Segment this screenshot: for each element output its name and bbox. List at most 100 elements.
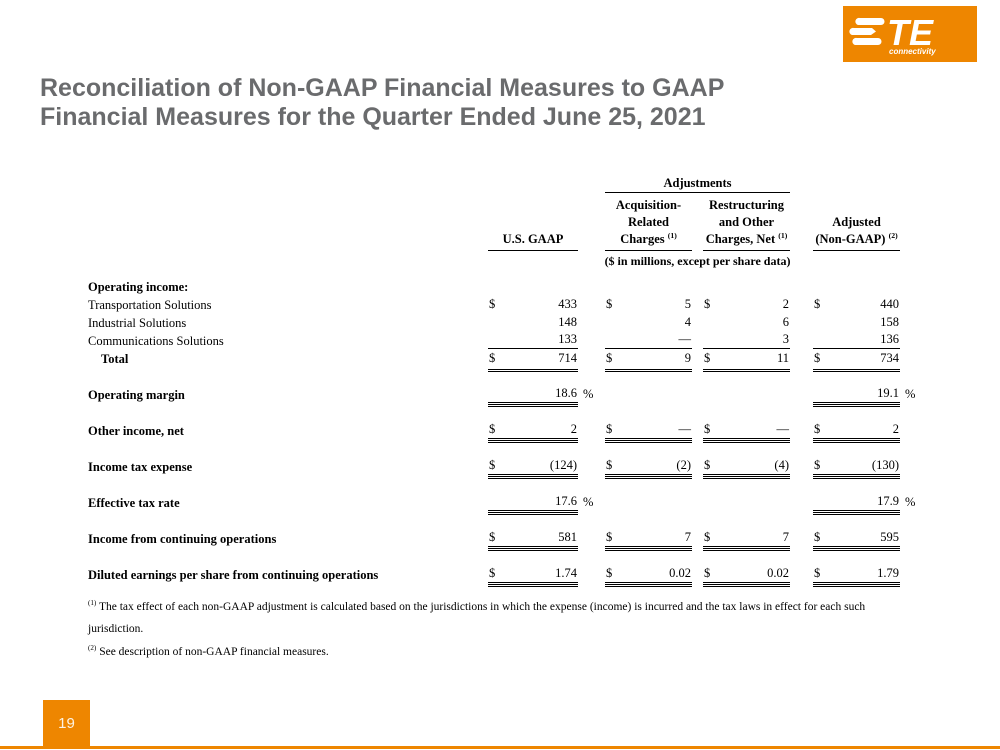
table-row: Effective tax rate 17.6% 17.9% (88, 493, 918, 515)
currency-symbol: $ (704, 351, 711, 365)
currency-symbol: $ (489, 297, 496, 311)
cell-value: (130) (871, 458, 899, 472)
row-label: Income from continuing operations (88, 532, 277, 546)
currency-symbol: $ (704, 297, 711, 311)
row-label: Operating income: (88, 280, 189, 294)
value-cell: $1.79 (813, 566, 900, 587)
page-title-line2: Financial Measures for the Quarter Ended… (40, 103, 706, 131)
cell-value: 7 (782, 530, 789, 544)
column-header-restructuring-charges: Restructuring and Other Charges, Net (1) (703, 197, 790, 251)
cell-value: 7 (684, 530, 691, 544)
value-cell: $ — (605, 422, 692, 443)
footnote-ref-1: (1) (778, 230, 788, 240)
cell-value: 19.1 (877, 386, 899, 400)
value-cell: $433 (488, 297, 578, 313)
value-cell: $9 (605, 351, 692, 372)
value-cell: 133 (488, 332, 578, 349)
value-cell: — (605, 332, 692, 349)
row-label: Income tax expense (88, 460, 193, 474)
table-row: Transportation Solutions $433 $5 $2 $440 (88, 295, 918, 313)
row-label: Diluted earnings per share from continui… (88, 568, 379, 582)
value-cell: 6 (703, 315, 790, 331)
footnote-2-text: See description of non-GAAP financial me… (99, 646, 329, 658)
value-cell: $ (4) (703, 458, 790, 479)
percent-sign: % (583, 387, 594, 401)
currency-symbol: $ (814, 297, 821, 311)
cell-value: 5 (684, 297, 691, 311)
page-number: 19 (58, 715, 75, 732)
table-row: Other income, net $2 $ — $ — $2 (88, 421, 918, 443)
cell-value: 17.9 (877, 494, 899, 508)
adjustments-group-header: Adjustments (605, 176, 790, 193)
table-body: Operating income: Transportation Solution… (88, 277, 918, 587)
te-logo-icon: TE connectivity (843, 6, 977, 62)
column-header-acquisition-charges: Acquisition- Related Charges (1) (605, 197, 692, 251)
reconciliation-table: Adjustments U.S. GAAP Acquisition- Relat… (88, 176, 918, 587)
cell-value: (4) (774, 458, 789, 472)
currency-symbol: $ (814, 422, 821, 436)
table-row: Industrial Solutions 148 4 6 158 (88, 313, 918, 331)
currency-symbol: $ (489, 422, 496, 436)
currency-symbol: $ (489, 530, 496, 544)
currency-symbol: $ (489, 351, 496, 365)
currency-symbol: $ (704, 566, 711, 580)
cell-value: 4 (684, 315, 691, 329)
cell-value: 734 (880, 351, 899, 365)
footnote-2-marker: (2) (88, 644, 97, 653)
value-cell: 136 (813, 332, 900, 349)
value-cell: $440 (813, 297, 900, 313)
currency-symbol: $ (606, 458, 613, 472)
percent-sign: % (583, 495, 594, 509)
table-header-adjustments-row: Adjustments (88, 176, 918, 197)
cell-value: 158 (880, 315, 899, 329)
cell-value: 6 (782, 315, 789, 329)
footnote-1-text: The tax effect of each non-GAAP adjustme… (88, 601, 866, 635)
cell-value: 433 (558, 297, 577, 311)
cell-value: 2 (892, 422, 899, 436)
value-cell: 17.9 (813, 494, 900, 515)
cell-value: 17.6 (555, 494, 577, 508)
currency-symbol: $ (606, 566, 613, 580)
cell-value: 3 (782, 332, 789, 346)
currency-symbol: $ (814, 458, 821, 472)
value-cell: $714 (488, 351, 578, 372)
percent-sign: % (905, 387, 916, 401)
row-label: Other income, net (88, 424, 184, 438)
currency-symbol: $ (489, 566, 496, 580)
cell-value: 0.02 (669, 566, 691, 580)
cell-value: 2 (782, 297, 789, 311)
cell-value: 11 (776, 351, 789, 365)
value-cell: $ (130) (813, 458, 900, 479)
table-units-row: ($ in millions, except per share data) (88, 254, 918, 269)
cell-value: 1.74 (555, 566, 577, 580)
column-header-us-gaap: U.S. GAAP (488, 199, 578, 251)
value-cell: $581 (488, 530, 578, 551)
cell-value: 136 (880, 332, 899, 346)
table-row: Communications Solutions 133 — 3 136 (88, 331, 918, 349)
logo-brand-text: TE (887, 12, 934, 53)
cell-value: (2) (676, 458, 691, 472)
value-cell: 19.1 (813, 386, 900, 407)
value-cell: $2 (813, 422, 900, 443)
value-cell: $0.02 (605, 566, 692, 587)
cell-value: 2 (570, 422, 577, 436)
currency-symbol: $ (814, 566, 821, 580)
table-row: Total $714 $9 $11 $734 (88, 349, 918, 372)
cell-value: 18.6 (555, 386, 577, 400)
value-cell: 4 (605, 315, 692, 331)
page-title-line1: Reconciliation of Non-GAAP Financial Mea… (40, 74, 725, 102)
value-cell: 17.6 (488, 494, 578, 515)
table-header-row: U.S. GAAP Acquisition- Related Charges (… (88, 197, 918, 251)
bottom-accent-bar (0, 746, 1000, 749)
cell-value: 9 (684, 351, 691, 365)
row-label: Operating margin (88, 388, 185, 402)
row-label: Total (101, 352, 129, 366)
currency-symbol: $ (814, 530, 821, 544)
cell-value: 595 (880, 530, 899, 544)
footnote-ref-1: (1) (667, 230, 677, 240)
currency-symbol: $ (704, 422, 711, 436)
cell-value: 581 (558, 530, 577, 544)
page-title: Reconciliation of Non-GAAP Financial Mea… (40, 74, 880, 132)
row-label: Communications Solutions (88, 334, 224, 348)
value-cell: $7 (703, 530, 790, 551)
